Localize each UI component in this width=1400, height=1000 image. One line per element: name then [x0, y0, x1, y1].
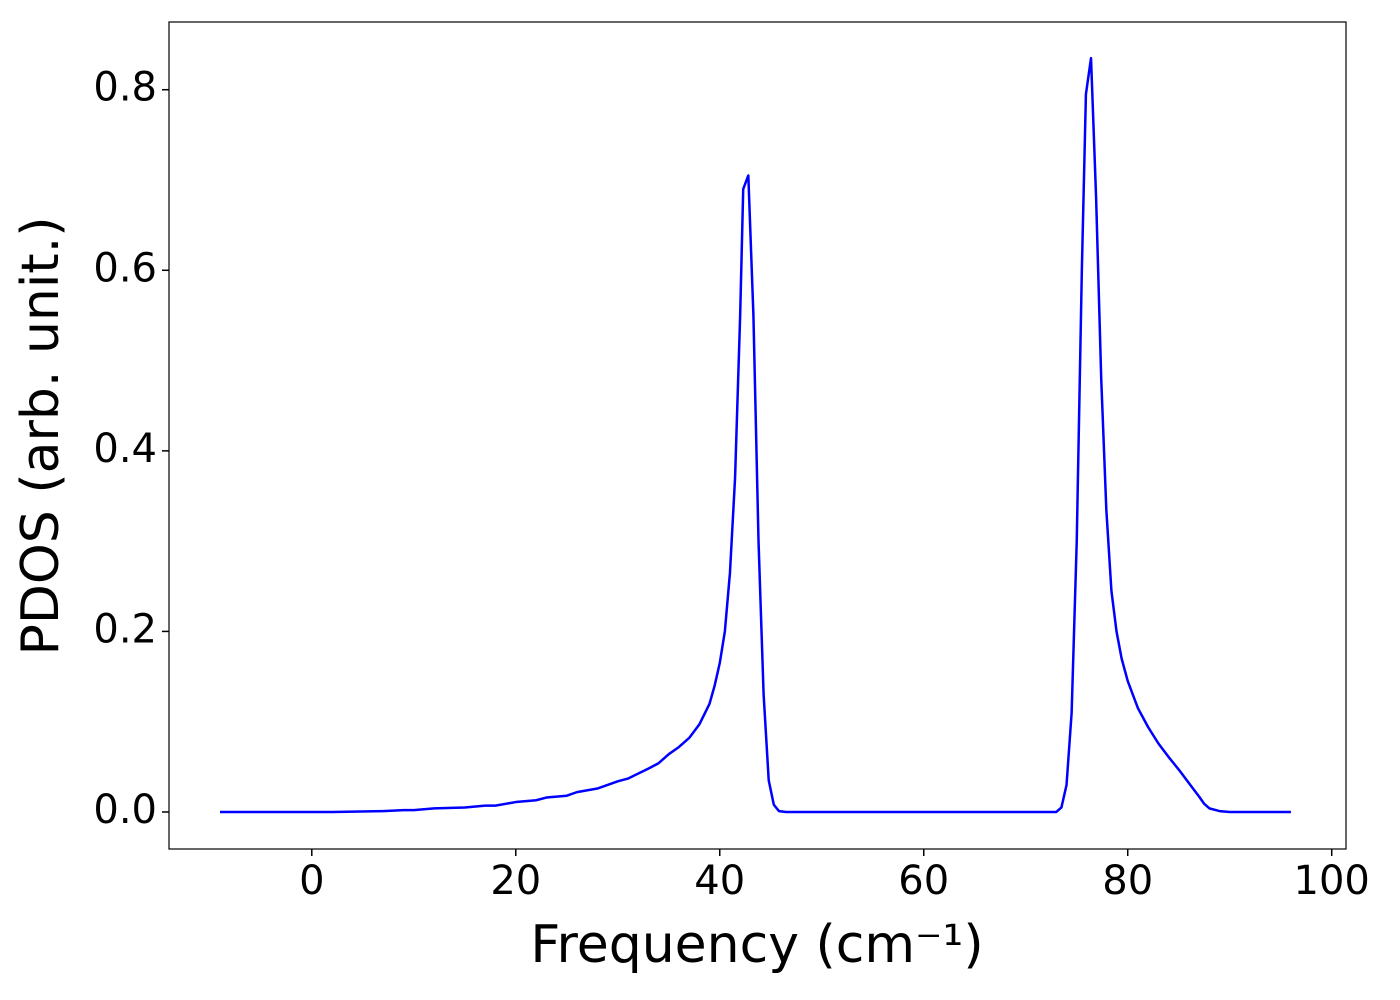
x-tick-label: 60	[898, 858, 949, 904]
y-axis-label: PDOS (arb. unit.)	[11, 216, 71, 655]
y-tick-label: 0.8	[93, 65, 157, 111]
y-tick-label: 0.6	[93, 245, 157, 291]
x-tick-label: 0	[299, 858, 324, 904]
y-tick-label: 0.2	[93, 606, 157, 652]
plot-frame	[168, 21, 1347, 850]
y-tick-label: 0.4	[93, 426, 157, 472]
x-tick-label: 80	[1102, 858, 1153, 904]
x-tick-label: 20	[490, 858, 541, 904]
x-axis-label: Frequency (cm⁻¹)	[530, 915, 983, 975]
x-tick-label: 100	[1294, 858, 1370, 904]
line-series	[219, 56, 1291, 814]
y-tick-label: 0.0	[93, 787, 157, 833]
x-tick-label: 40	[694, 858, 745, 904]
